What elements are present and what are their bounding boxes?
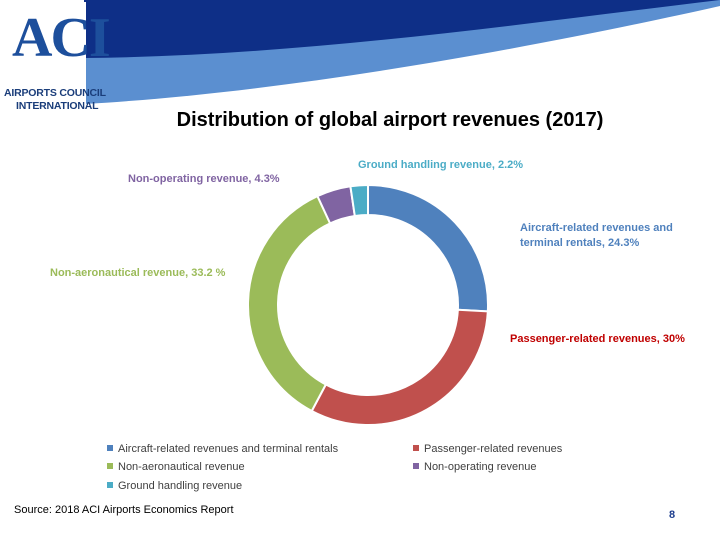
legend-swatch: [107, 445, 113, 451]
source-note: Source: 2018 ACI Airports Economics Repo…: [14, 504, 234, 516]
data-label-non-operating: Non-operating revenue, 4.3%: [128, 173, 280, 185]
data-label-ground-handling: Ground handling revenue, 2.2%: [358, 159, 524, 171]
header-banner: [84, 0, 720, 104]
data-label-non-aeronautical: Non-aeronautical revenue, 33.2 %: [50, 267, 226, 279]
legend-label: Non-aeronautical revenue: [118, 461, 245, 473]
donut-slice-ground-handling: [349, 183, 369, 218]
legend-label: Non-operating revenue: [424, 461, 537, 473]
donut-slice-non-aeronautical: [247, 194, 332, 413]
chart-title: Distribution of global airport revenues …: [176, 109, 604, 131]
page-number: 8: [669, 509, 676, 521]
legend-item-passenger: Passenger-related revenues: [413, 443, 562, 455]
legend-swatch: [413, 445, 419, 451]
aci-logo-line1: AIRPORTS COUNCIL: [4, 87, 106, 99]
legend-label: Aircraft-related revenues and terminal r…: [118, 443, 339, 455]
aci-logo-line2: INTERNATIONAL: [16, 100, 99, 112]
legend-item-non-operating: Non-operating revenue: [413, 461, 537, 473]
legend-label: Ground handling revenue: [118, 480, 243, 492]
legend-swatch: [107, 463, 113, 469]
legend-item-non-aeronautical: Non-aeronautical revenue: [107, 461, 245, 473]
legend-swatch: [107, 482, 113, 488]
data-label-passenger: Passenger-related revenues, 30%: [510, 333, 685, 345]
banner-dark-swoosh: [84, 0, 720, 58]
legend-swatch: [413, 463, 419, 469]
data-label-aircraft: Aircraft-related revenues and terminal r…: [520, 222, 673, 249]
legend-item-aircraft: Aircraft-related revenues and terminal r…: [107, 443, 338, 455]
legend-item-ground-handling: Ground handling revenue: [107, 480, 242, 492]
aci-logo-mark: ACI: [12, 7, 111, 69]
aci-logo: ACI AIRPORTS COUNCIL INTERNATIONAL: [2, 2, 111, 114]
donut-slice-passenger: [310, 308, 489, 426]
legend-label: Passenger-related revenues: [424, 443, 563, 455]
donut-slice-aircraft: [367, 183, 489, 313]
